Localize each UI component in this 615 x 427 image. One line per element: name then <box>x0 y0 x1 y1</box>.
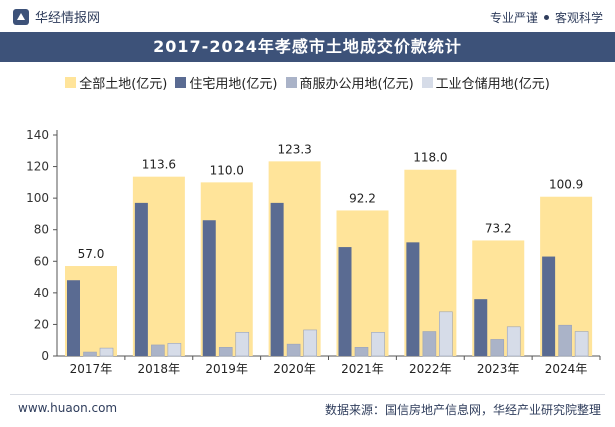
bar-industrial <box>574 331 589 357</box>
bar-industrial <box>235 332 250 357</box>
bar-commercial <box>218 347 233 357</box>
bar-residential <box>542 256 556 356</box>
y-tick-label: 40 <box>34 286 49 300</box>
legend-item-industrial[interactable]: 工业仓储用地(亿元) <box>421 73 550 92</box>
legend-swatch-industrial <box>421 77 433 88</box>
bar-residential <box>202 220 216 356</box>
bar-commercial <box>83 351 97 357</box>
legend-label-total: 全部土地(亿元) <box>79 77 168 92</box>
bar-industrial <box>506 326 521 357</box>
legend-swatch-commercial <box>285 77 297 88</box>
legend-swatch-residential <box>175 77 187 88</box>
data-label-total: 113.6 <box>142 158 176 172</box>
y-tick-label: 120 <box>26 160 49 174</box>
bar-residential <box>67 280 80 356</box>
bar-residential <box>474 299 488 356</box>
bar-industrial <box>167 343 182 357</box>
data-label-total: 123.3 <box>277 142 311 156</box>
y-tick-label: 100 <box>26 191 49 205</box>
bar-chart: 0 20 40 60 80 100 120 140 57.0 2017年 113.6 2018年 110… <box>26 128 601 376</box>
bar-commercial <box>286 343 301 357</box>
x-tick-label: 2023年 <box>477 362 520 376</box>
data-label-total: 100.9 <box>549 178 583 192</box>
legend-item-commercial[interactable]: 商服办公用地(亿元) <box>285 73 414 92</box>
bar-residential <box>134 202 148 356</box>
bar-residential <box>406 242 420 356</box>
footer-source: 数据来源：国信房地产信息网，华经产业研究院整理 <box>324 403 601 417</box>
bar-residential <box>270 202 284 356</box>
y-tick-label: 80 <box>34 223 49 237</box>
legend-label-residential: 住宅用地(亿元) <box>189 77 278 92</box>
legend-label-industrial: 工业仓储用地(亿元) <box>435 77 550 92</box>
legend-label-commercial: 商服办公用地(亿元) <box>299 77 414 92</box>
footer-divider <box>10 394 605 395</box>
data-label-total: 118.0 <box>413 151 447 165</box>
bar-commercial <box>151 344 165 357</box>
legend-item-total[interactable]: 全部土地(亿元) <box>65 73 167 92</box>
y-tick-label: 140 <box>26 128 49 142</box>
x-tick-label: 2018年 <box>138 362 181 376</box>
tagline-right: 客观科学 <box>554 11 603 25</box>
bar-commercial <box>422 331 437 357</box>
tagline-left: 专业严谨 <box>489 11 538 25</box>
x-tick-label: 2020年 <box>273 362 316 376</box>
bar-industrial <box>371 332 385 357</box>
brand-logo-icon <box>13 8 29 25</box>
bar-industrial <box>303 329 317 357</box>
legend-item-residential[interactable]: 住宅用地(亿元) <box>175 73 278 92</box>
bar-commercial <box>558 324 572 357</box>
chart-title: 2017-2024年孝感市土地成交价款统计 <box>0 32 615 62</box>
bar-industrial <box>439 311 453 357</box>
data-label-total: 57.0 <box>78 247 105 261</box>
tagline: 专业严谨 客观科学 <box>490 9 603 26</box>
y-tick-label: 20 <box>34 317 49 331</box>
chart-legend: 全部土地(亿元) 住宅用地(亿元) 商服办公用地(亿元) 工业仓储用地(亿元) <box>0 73 615 92</box>
x-tick-label: 2021年 <box>341 362 384 376</box>
brand[interactable]: 华经情报网 <box>12 7 100 26</box>
data-label-total: 73.2 <box>485 221 512 235</box>
bar-commercial <box>490 339 505 357</box>
separator-dot-icon <box>543 15 549 20</box>
footer-website[interactable]: www.huaon.com <box>18 401 118 415</box>
data-label-total: 92.2 <box>349 191 376 205</box>
y-tick-label: 60 <box>34 254 49 268</box>
brand-name: 华经情报网 <box>35 11 101 26</box>
bar-residential <box>338 247 352 356</box>
data-label-total: 110.0 <box>210 163 244 177</box>
legend-swatch-total <box>65 77 77 88</box>
top-bar: 华经情报网 专业严谨 客观科学 <box>0 0 615 32</box>
y-tick-label: 0 <box>41 349 49 363</box>
x-tick-label: 2017年 <box>70 362 113 376</box>
bar-industrial <box>99 347 114 357</box>
x-tick-label: 2022年 <box>409 362 452 376</box>
x-tick-label: 2019年 <box>205 362 248 376</box>
bar-commercial <box>354 347 369 357</box>
x-tick-label: 2024年 <box>545 362 588 376</box>
